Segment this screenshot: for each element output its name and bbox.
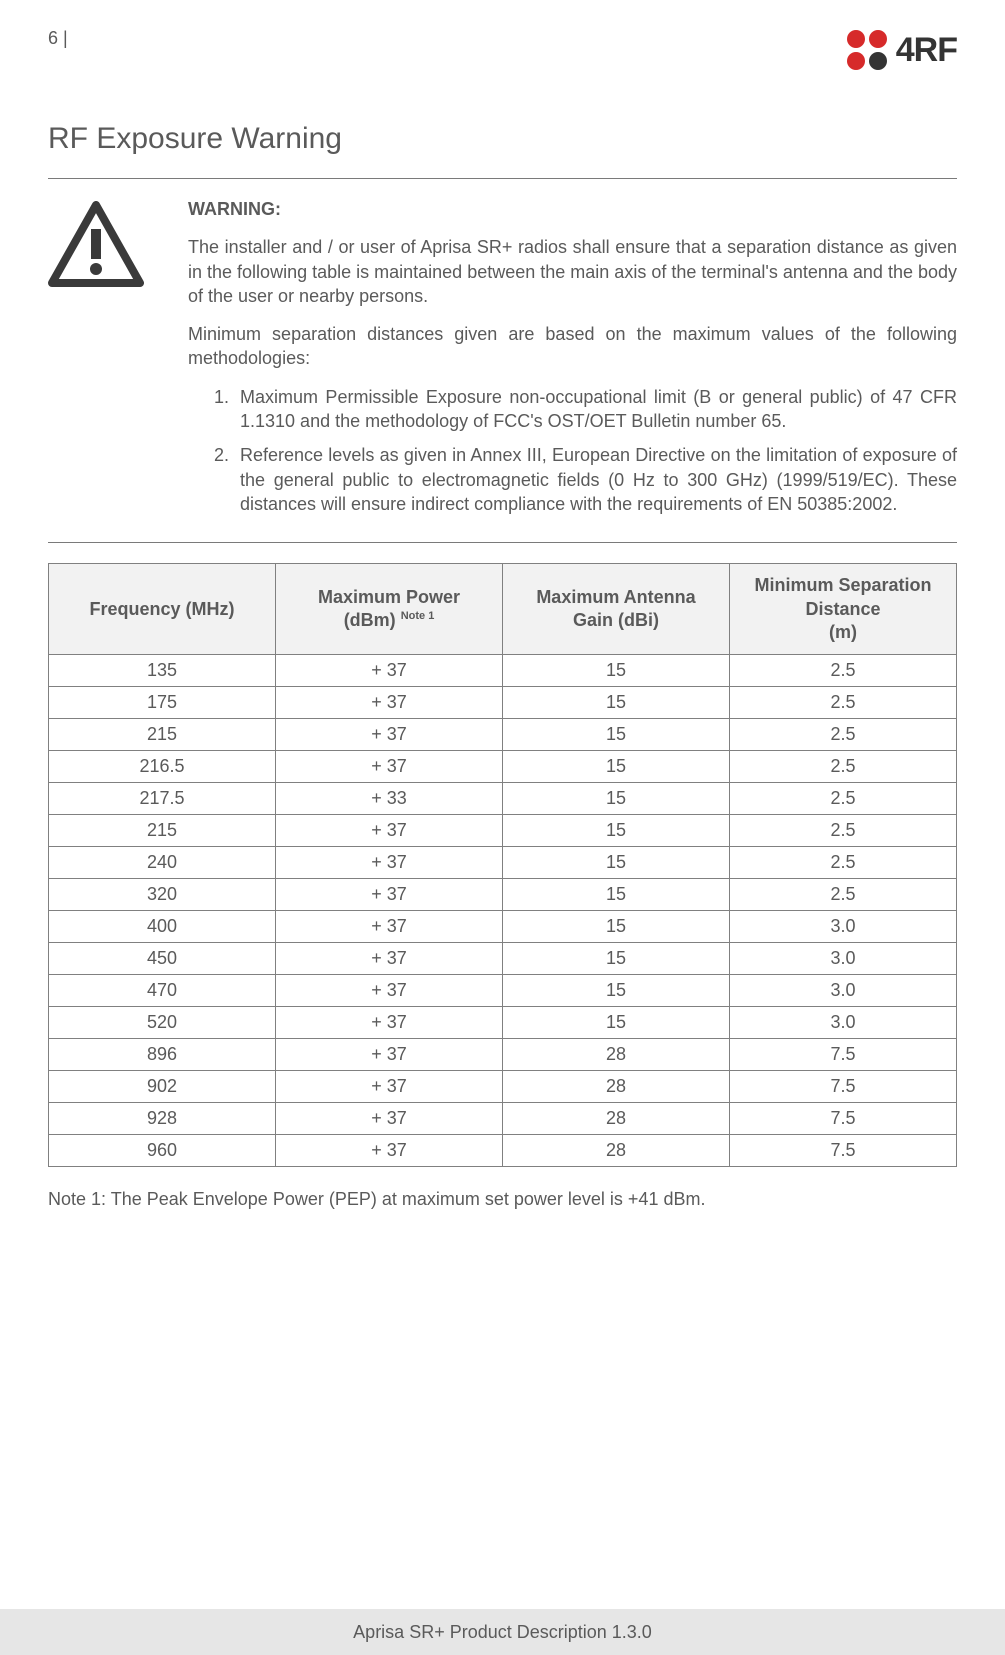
col-frequency: Frequency (MHz): [49, 564, 276, 655]
table-row: 240+ 37152.5: [49, 847, 957, 879]
warning-label: WARNING:: [188, 199, 281, 219]
table-row: 928+ 37287.5: [49, 1103, 957, 1135]
divider: [48, 178, 957, 179]
page-title: RF Exposure Warning: [48, 122, 957, 156]
col-min-separation: Minimum Separation Distance (m): [730, 564, 957, 655]
note-1: Note 1: The Peak Envelope Power (PEP) at…: [48, 1189, 957, 1210]
table-row: 216.5+ 37152.5: [49, 751, 957, 783]
table-row: 400+ 37153.0: [49, 911, 957, 943]
warning-paragraph-2: Minimum separation distances given are b…: [188, 322, 957, 371]
warning-list-item-2: Reference levels as given in Annex III, …: [234, 443, 957, 516]
table-row: 217.5+ 33152.5: [49, 783, 957, 815]
table-row: 470+ 37153.0: [49, 975, 957, 1007]
logo: 4RF: [844, 28, 957, 72]
col-max-power: Maximum Power (dBm) Note 1: [276, 564, 503, 655]
page-number: 6 |: [48, 28, 68, 49]
warning-body: WARNING: The installer and / or user of …: [188, 197, 957, 526]
logo-dots-icon: [844, 28, 892, 72]
separation-table: Frequency (MHz) Maximum Power (dBm) Note…: [48, 563, 957, 1167]
table-row: 320+ 37152.5: [49, 879, 957, 911]
table-row: 215+ 37152.5: [49, 815, 957, 847]
table-row: 175+ 37152.5: [49, 687, 957, 719]
logo-text: 4RF: [896, 31, 957, 70]
table-row: 902+ 37287.5: [49, 1071, 957, 1103]
warning-icon: [48, 201, 144, 289]
table-row: 135+ 37152.5: [49, 655, 957, 687]
table-row: 215+ 37152.5: [49, 719, 957, 751]
table-row: 896+ 37287.5: [49, 1039, 957, 1071]
table-row: 960+ 37287.5: [49, 1135, 957, 1167]
col-antenna-gain: Maximum Antenna Gain (dBi): [503, 564, 730, 655]
table-row: 520+ 37153.0: [49, 1007, 957, 1039]
table-row: 450+ 37153.0: [49, 943, 957, 975]
warning-paragraph-1: The installer and / or user of Aprisa SR…: [188, 235, 957, 308]
warning-list-item-1: Maximum Permissible Exposure non-occupat…: [234, 385, 957, 434]
page-footer: Aprisa SR+ Product Description 1.3.0: [0, 1609, 1005, 1655]
divider: [48, 542, 957, 543]
